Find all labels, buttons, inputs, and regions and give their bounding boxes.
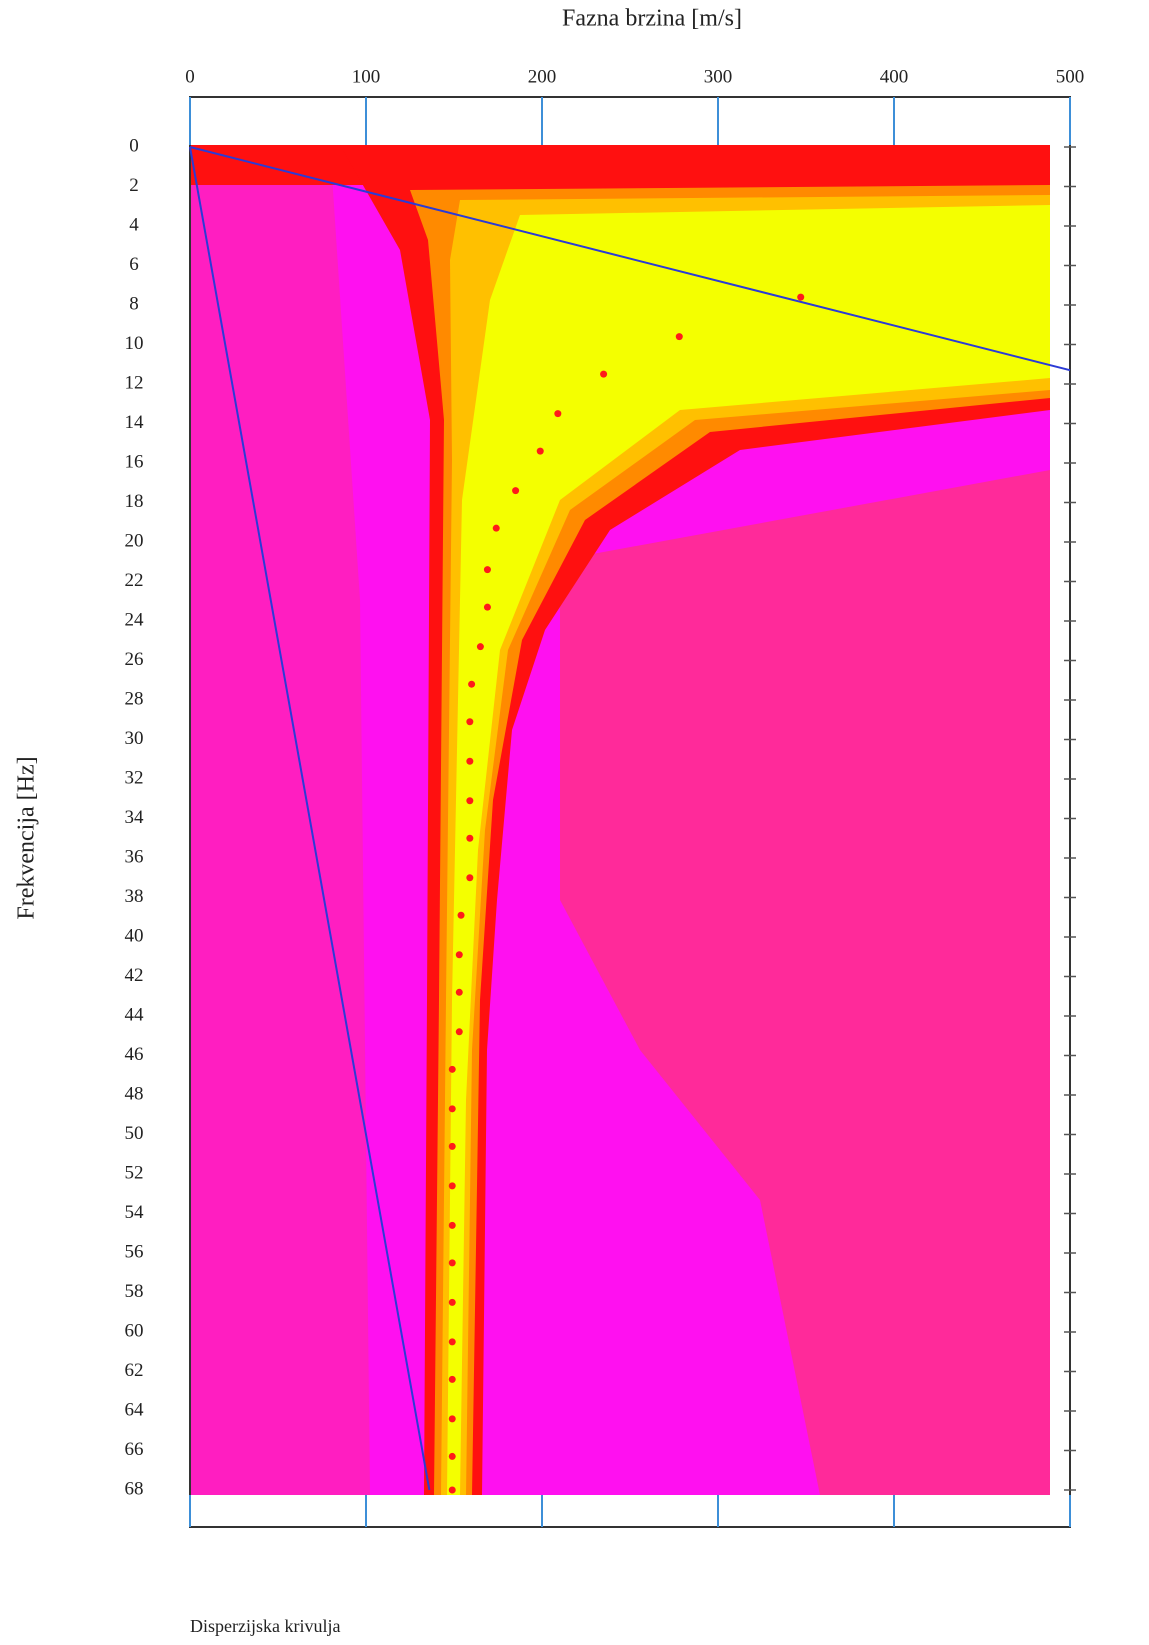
y-tick-label: 56 — [125, 1241, 144, 1262]
point — [466, 757, 474, 765]
point — [536, 447, 544, 455]
point — [466, 834, 474, 842]
point — [483, 566, 491, 574]
heatmap-region — [190, 145, 370, 1495]
point — [448, 1338, 456, 1346]
point — [675, 333, 683, 341]
y-tick-label: 50 — [125, 1123, 144, 1144]
x-tick-label: 500 — [1056, 66, 1085, 87]
point — [492, 524, 500, 532]
y-tick-label: 68 — [125, 1478, 144, 1499]
y-tick-label: 6 — [129, 254, 139, 275]
point — [455, 1028, 463, 1036]
heatmap — [190, 145, 1050, 1495]
y-tick-label: 64 — [125, 1399, 145, 1420]
point — [448, 1259, 456, 1267]
point — [448, 1298, 456, 1306]
y-tick-label: 10 — [125, 333, 144, 354]
point — [448, 1452, 456, 1460]
plot-frame — [189, 96, 1071, 1528]
limit-line — [189, 146, 1071, 372]
point — [448, 1375, 456, 1383]
point — [448, 1142, 456, 1150]
x-axis-label: Fazna brzina [m/s] — [562, 6, 742, 32]
y-tick-label: 22 — [125, 570, 144, 591]
x-tick-label: 200 — [528, 66, 557, 87]
point — [448, 1065, 456, 1073]
y-tick-label: 52 — [125, 1162, 144, 1183]
heatmap-region — [447, 205, 1050, 1495]
y-tick-label: 46 — [125, 1044, 144, 1065]
x-tick-label: 100 — [352, 66, 381, 87]
y-tick-label: 16 — [125, 451, 144, 472]
y-tick-label: 28 — [125, 688, 144, 709]
y-tick-label: 54 — [125, 1202, 145, 1223]
annotation: Disperzijska krivulja — [190, 1616, 340, 1636]
point — [797, 293, 805, 301]
point — [455, 951, 463, 959]
y-tick-label: 44 — [125, 1004, 145, 1025]
y-tick-label: 4 — [129, 214, 139, 235]
point — [468, 680, 476, 688]
y-tick-label: 38 — [125, 886, 144, 907]
point — [455, 988, 463, 996]
heatmap-region — [410, 185, 1050, 1495]
y-tick-label: 24 — [125, 609, 145, 630]
y-tick-label: 42 — [125, 965, 144, 986]
point — [448, 1182, 456, 1190]
point — [476, 643, 484, 651]
point — [448, 1415, 456, 1423]
y-tick-label: 40 — [125, 925, 144, 946]
point — [448, 1221, 456, 1229]
y-axis-label: Frekvencija [Hz] — [14, 756, 40, 919]
y-tick-label: 20 — [125, 530, 144, 551]
point — [448, 1105, 456, 1113]
y-tick-label: 2 — [129, 175, 139, 196]
x-tick-label: 300 — [704, 66, 733, 87]
y-tick-label: 12 — [125, 372, 144, 393]
y-tick-label: 60 — [125, 1320, 144, 1341]
point — [466, 797, 474, 805]
y-tick-label: 48 — [125, 1083, 144, 1104]
y-tick-label: 0 — [129, 135, 139, 156]
y-tick-label: 34 — [125, 807, 145, 828]
y-tick-label: 26 — [125, 649, 144, 670]
point — [457, 911, 465, 919]
point — [448, 1486, 456, 1494]
heatmap-region — [560, 470, 1050, 1495]
point — [466, 874, 474, 882]
y-tick-label: 14 — [125, 412, 145, 433]
y-tick-label: 32 — [125, 767, 144, 788]
y-tick-label: 62 — [125, 1360, 144, 1381]
point — [600, 370, 608, 378]
y-tick-label: 58 — [125, 1281, 144, 1302]
y-tick-label: 18 — [125, 491, 144, 512]
point — [554, 410, 562, 418]
point — [512, 487, 520, 495]
point — [483, 603, 491, 611]
y-tick-label: 36 — [125, 846, 144, 867]
limit-line — [189, 146, 431, 1491]
x-tick-label: 0 — [185, 66, 195, 87]
y-tick-label: 30 — [125, 728, 144, 749]
point — [466, 718, 474, 726]
y-tick-label: 8 — [129, 293, 139, 314]
x-tick-label: 400 — [880, 66, 909, 87]
y-tick-label: 66 — [125, 1439, 144, 1460]
